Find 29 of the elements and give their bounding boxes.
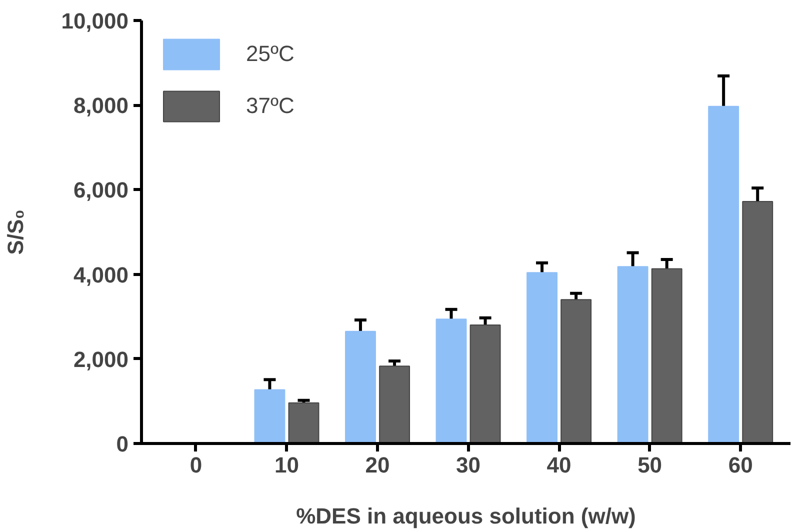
x-tick-label: 40 xyxy=(546,452,572,478)
y-tick-label: 6,000 xyxy=(73,178,129,203)
bar xyxy=(651,268,682,444)
x-axis-title: %DES in aqueous solution (w/w) xyxy=(296,504,636,528)
bar xyxy=(560,299,592,444)
bar xyxy=(742,201,774,444)
legend-label: 37ºC xyxy=(246,93,294,119)
bar xyxy=(345,330,376,444)
x-tick-label: 10 xyxy=(274,452,299,478)
x-tick-label: 60 xyxy=(728,452,753,478)
bar xyxy=(254,389,286,444)
x-tick-label: 0 xyxy=(190,452,202,478)
bar xyxy=(436,318,467,444)
legend-label: 25ºC xyxy=(246,41,294,67)
y-tick-label: 4,000 xyxy=(73,262,129,288)
bar xyxy=(288,402,320,444)
bar xyxy=(379,366,410,444)
y-tick-label: 2,000 xyxy=(73,346,129,372)
bar xyxy=(526,272,558,444)
y-axis-title: S/S₀ xyxy=(3,209,28,255)
bar xyxy=(708,106,740,444)
y-tick-label: 8,000 xyxy=(73,93,129,118)
y-tick-label: 0 xyxy=(116,432,129,456)
bar xyxy=(470,324,501,444)
y-tick-label: 10,000 xyxy=(61,8,129,34)
bar xyxy=(617,266,648,444)
x-tick-label: 30 xyxy=(456,452,481,478)
x-tick-label: 50 xyxy=(638,452,662,478)
x-tick-label: 20 xyxy=(365,452,390,478)
